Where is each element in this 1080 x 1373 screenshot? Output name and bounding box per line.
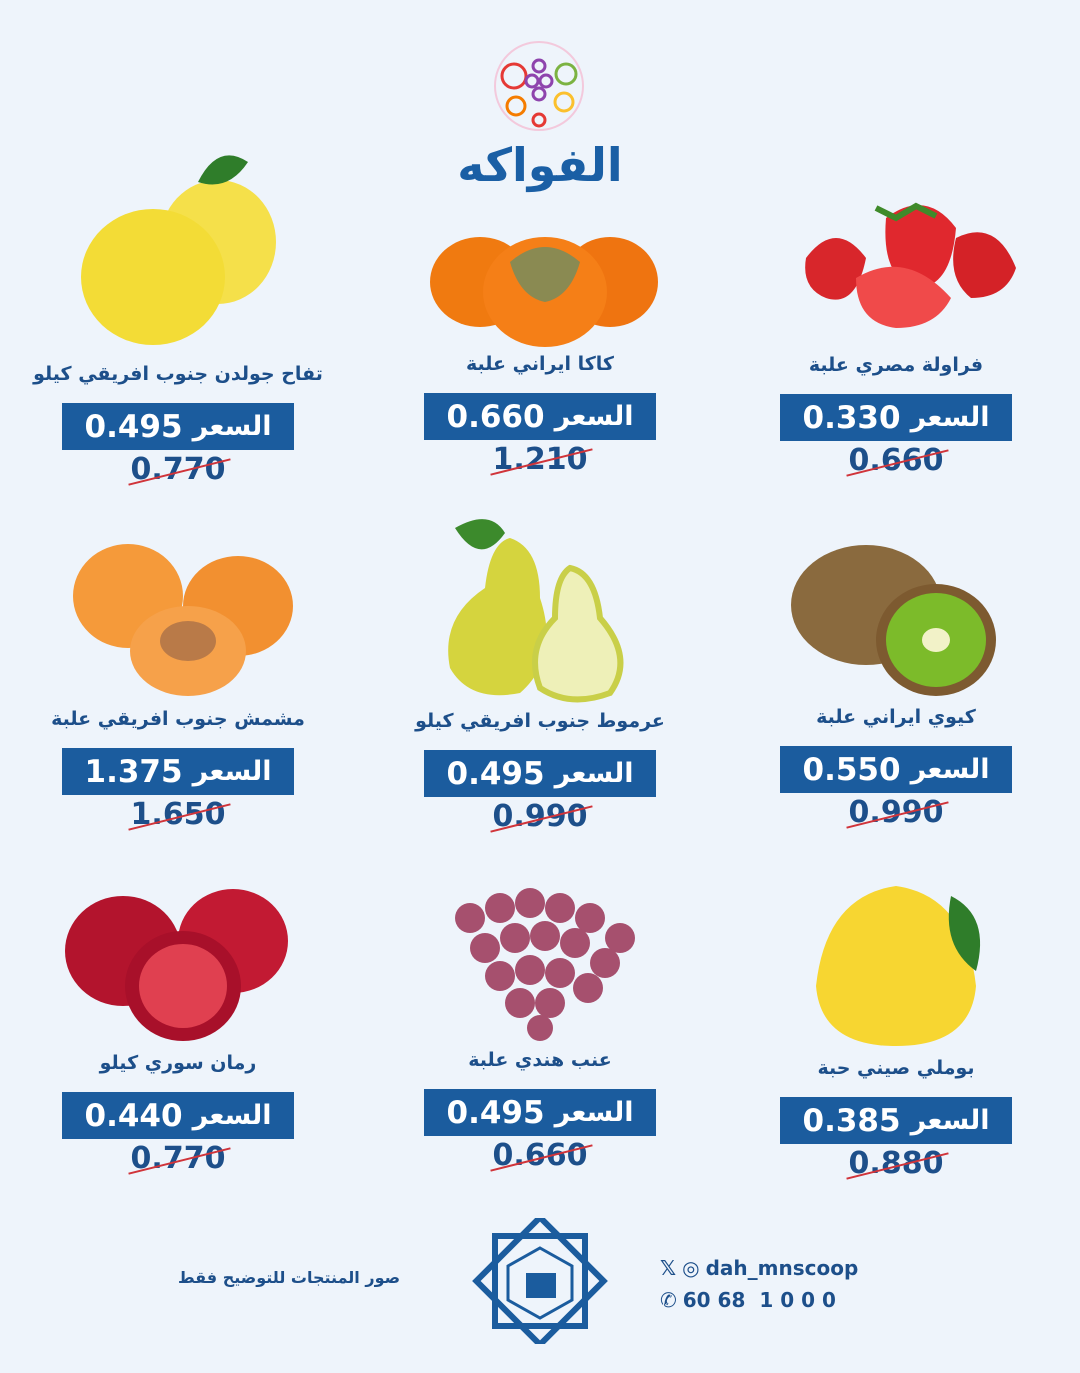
old-price: 1.210 (492, 442, 588, 477)
old-price: 0.990 (492, 799, 588, 834)
product-name: مشمش جنوب افريقي علبة (51, 708, 305, 730)
contact-info: 𝕏 ◎ dah_mnscoop ✆ 60 68 1 0 0 0 (660, 1256, 858, 1320)
product-name: رمان سوري كيلو (99, 1052, 257, 1074)
phone-number[interactable]: 60 68 1 0 0 0 (682, 1288, 836, 1312)
product-name: عرموط جنوب افريقي كيلو (415, 710, 665, 732)
product-card-grapes: عنب هندي علبة 0.495 السعر 0.660 (370, 878, 710, 1173)
price-box: 0.440 السعر (62, 1092, 294, 1139)
product-card-pomelo: بوملي صيني حبة 0.385 السعر 0.880 (726, 876, 1066, 1181)
persimmon-image (430, 237, 658, 347)
price-box: 0.495 السعر (62, 403, 294, 450)
price-label: السعر (554, 758, 634, 789)
strawberry-image (805, 202, 1016, 328)
price-box: 0.495 السعر (424, 1089, 656, 1136)
price-box: 0.660 السعر (424, 393, 656, 440)
price-label: السعر (910, 1105, 990, 1136)
product-name: عنب هندي علبة (468, 1049, 612, 1071)
old-price: 0.770 (130, 452, 226, 487)
price-box: 0.385 السعر (780, 1097, 1012, 1144)
sale-price: 0.550 (802, 751, 901, 788)
product-card-persimmon: كاكا ايراني علبة 0.660 السعر 1.210 (370, 222, 710, 477)
product-card-strawberry: فراولة مصري علبة 0.330 السعر 0.660 (726, 178, 1066, 478)
kiwi-image (791, 545, 996, 696)
social-handle[interactable]: dah_mnscoop (705, 1256, 859, 1280)
sale-price: 0.330 (802, 399, 901, 436)
old-price: 1.650 (130, 797, 226, 832)
price-label: السعر (192, 411, 272, 442)
product-card-apricot: مشمش جنوب افريقي علبة 1.375 السعر 1.650 (8, 536, 348, 832)
x-icon[interactable]: 𝕏 (660, 1256, 677, 1280)
price-label: السعر (192, 756, 272, 787)
sale-price: 0.385 (802, 1102, 901, 1139)
pomelo-image (816, 886, 981, 1046)
instagram-icon[interactable]: ◎ (682, 1256, 700, 1280)
price-box: 0.330 السعر (780, 394, 1012, 441)
product-name: كاكا ايراني علبة (466, 353, 614, 375)
product-name: فراولة مصري علبة (808, 354, 984, 376)
price-label: السعر (192, 1100, 272, 1131)
whatsapp-icon[interactable]: ✆ (660, 1288, 677, 1312)
apricot-image (73, 544, 293, 696)
old-price: 0.770 (130, 1141, 226, 1176)
disclaimer-text: صور المنتجات للتوضيح فقط (178, 1268, 401, 1287)
pear-image (448, 519, 624, 703)
price-box: 1.375 السعر (62, 748, 294, 795)
co-op-seal-icon (472, 1218, 608, 1344)
sale-price: 0.495 (84, 408, 183, 445)
product-card-kiwi: كيوي ايراني علبة 0.550 السعر 0.990 (726, 540, 1066, 830)
price-label: السعر (554, 401, 634, 432)
old-price: 0.990 (848, 795, 944, 830)
golden-apple-image (81, 155, 276, 345)
sale-price: 1.375 (84, 753, 183, 790)
sale-price: 0.495 (446, 1094, 545, 1131)
pomegranate-image (65, 889, 288, 1041)
sale-price: 0.440 (84, 1097, 183, 1134)
page-title: الفواكه (457, 138, 623, 192)
price-label: السعر (554, 1097, 634, 1128)
fruit-logo-icon (494, 41, 584, 131)
price-label: السعر (910, 402, 990, 433)
price-box: 0.495 السعر (424, 750, 656, 797)
price-label: السعر (910, 754, 990, 785)
product-card-pomegranate: رمان سوري كيلو 0.440 السعر 0.770 (8, 876, 348, 1176)
product-card-pear: عرموط جنوب افريقي كيلو 0.495 السعر 0.990 (370, 508, 710, 834)
old-price: 0.880 (848, 1146, 944, 1181)
price-box: 0.550 السعر (780, 746, 1012, 793)
sale-price: 0.495 (446, 755, 545, 792)
product-name: كيوي ايراني علبة (816, 706, 976, 728)
product-card-golden-apple: تفاح جولدن جنوب افريقي كيلو 0.495 السعر 0… (8, 142, 348, 487)
product-name: بوملي صيني حبة (817, 1057, 975, 1079)
old-price: 0.660 (848, 443, 944, 478)
product-name: تفاح جولدن جنوب افريقي كيلو (33, 363, 323, 385)
grapes-image (455, 888, 635, 1041)
old-price: 0.660 (492, 1138, 588, 1173)
sale-price: 0.660 (446, 398, 545, 435)
